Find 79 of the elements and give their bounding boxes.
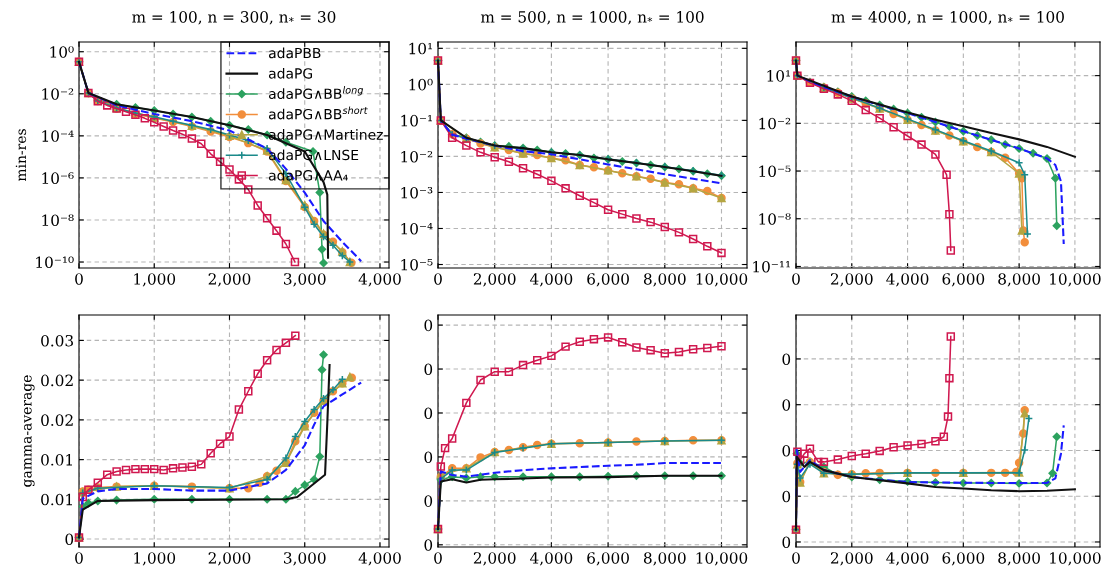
y-tick-label: 10⁰ xyxy=(50,46,74,58)
x-tick-label: 10,000 xyxy=(1050,273,1101,287)
legend-label: adaPBB xyxy=(268,47,321,59)
x-tick-label: 2,000 xyxy=(473,552,516,566)
x-tick-label: 2,000 xyxy=(830,273,873,287)
chart-title: m = 100, n = 300, n$_{*}$ = 30 xyxy=(132,11,336,25)
x-tick-label: 8,000 xyxy=(998,552,1040,566)
x-tick-label: 6,000 xyxy=(942,552,985,566)
y-tick-label: 10⁰ xyxy=(409,78,433,91)
chart-title: m = 500, n = 1000, n$_{*}$ = 100 xyxy=(480,11,704,25)
x-tick-label: 0 xyxy=(75,552,83,564)
x-tick-label: 0 xyxy=(792,273,800,285)
x-tick-label: 1,000 xyxy=(134,273,176,287)
y-tick-label: 0.02 xyxy=(41,374,73,387)
y-tick-label: 0.01 xyxy=(41,493,72,506)
x-tick-label: 2,000 xyxy=(830,552,873,566)
x-tick-label: 4,000 xyxy=(358,273,401,287)
x-tick-label: 2,000 xyxy=(208,273,251,287)
y-tick-label: 0 xyxy=(782,399,791,411)
y-tick-label: 10¹ xyxy=(767,70,790,82)
y-tick-label: 0 xyxy=(424,319,433,332)
x-tick-label: 0 xyxy=(792,552,800,564)
y-tick-label: 10⁻² xyxy=(42,88,74,100)
legend-label: adaPG∧Martinez xyxy=(268,129,383,140)
y-tick-label: 10⁻¹¹ xyxy=(753,260,790,273)
y-tick-label: 10⁻⁶ xyxy=(42,172,74,184)
y-tick-label: 10⁻⁸ xyxy=(42,214,74,226)
x-tick-label: 10,000 xyxy=(696,552,748,566)
y-tick-label: 0 xyxy=(782,490,791,503)
x-tick-label: 8,000 xyxy=(998,273,1040,287)
x-tick-label: 4,000 xyxy=(886,552,929,566)
legend-label: adaPG∧BB$^{long}$ xyxy=(268,86,364,100)
y-tick-label: 0 xyxy=(424,407,433,420)
y-tick-label: 0 xyxy=(424,539,433,551)
chart-title: m = 4000, n = 1000, n$_{*}$ = 100 xyxy=(831,11,1064,25)
x-tick-label: 4,000 xyxy=(530,273,573,287)
x-tick-label: 3,000 xyxy=(284,552,326,566)
y-tick-label: 10⁻³ xyxy=(401,186,433,199)
legend-label: adaPG xyxy=(268,67,312,79)
x-tick-label: 1,000 xyxy=(134,552,176,566)
x-tick-label: 0 xyxy=(434,552,442,564)
y-tick-label: 0 xyxy=(782,444,791,457)
x-tick-label: 4,000 xyxy=(530,552,573,566)
y-tick-label: 10⁻¹ xyxy=(401,114,432,127)
y-tick-label: 0 xyxy=(424,363,433,376)
y-tick-label: 10⁻⁵ xyxy=(401,258,433,271)
x-tick-label: 6,000 xyxy=(942,273,985,287)
y-tick-label: 0.01 xyxy=(41,454,72,466)
x-tick-label: 4,000 xyxy=(886,273,929,287)
y-tick-label: 0.03 xyxy=(41,334,74,347)
x-tick-label: 8,000 xyxy=(643,273,686,287)
x-tick-label: 8,000 xyxy=(643,552,686,566)
y-tick-label: 10⁻² xyxy=(759,117,791,130)
x-tick-label: 10,000 xyxy=(696,273,748,287)
x-tick-label: 0 xyxy=(434,273,442,285)
x-tick-label: 6,000 xyxy=(587,273,629,287)
x-tick-label: 6,000 xyxy=(587,552,629,566)
y-tick-label: 10⁻⁵ xyxy=(759,165,791,178)
x-tick-label: 2,000 xyxy=(208,552,251,566)
y-tick-label: 0 xyxy=(65,533,74,546)
x-tick-label: 0 xyxy=(75,273,83,285)
y-axis-title: gamma-average xyxy=(24,375,35,487)
x-tick-label: 10,000 xyxy=(1050,552,1101,566)
x-tick-label: 3,000 xyxy=(284,273,326,287)
y-tick-label: 10⁻⁸ xyxy=(759,213,791,225)
y-tick-label: 10⁻⁴ xyxy=(42,130,74,142)
legend-label: adaPG∧BB$^{short}$ xyxy=(268,106,368,120)
x-tick-label: 2,000 xyxy=(473,273,516,287)
y-tick-label: 0 xyxy=(782,536,791,548)
y-tick-label: 0.02 xyxy=(41,414,73,426)
y-tick-label: 0 xyxy=(424,451,433,463)
y-tick-label: 0 xyxy=(424,495,433,507)
y-axis-title: min-res xyxy=(15,129,27,182)
x-tick-label: 4,000 xyxy=(358,552,401,566)
y-tick-label: 10¹ xyxy=(409,42,432,55)
y-tick-label: 10⁻² xyxy=(401,150,433,163)
y-tick-label: 10⁻⁴ xyxy=(401,222,433,235)
y-tick-label: 0 xyxy=(782,353,791,365)
y-tick-label: 10⁻¹⁰ xyxy=(36,256,74,269)
